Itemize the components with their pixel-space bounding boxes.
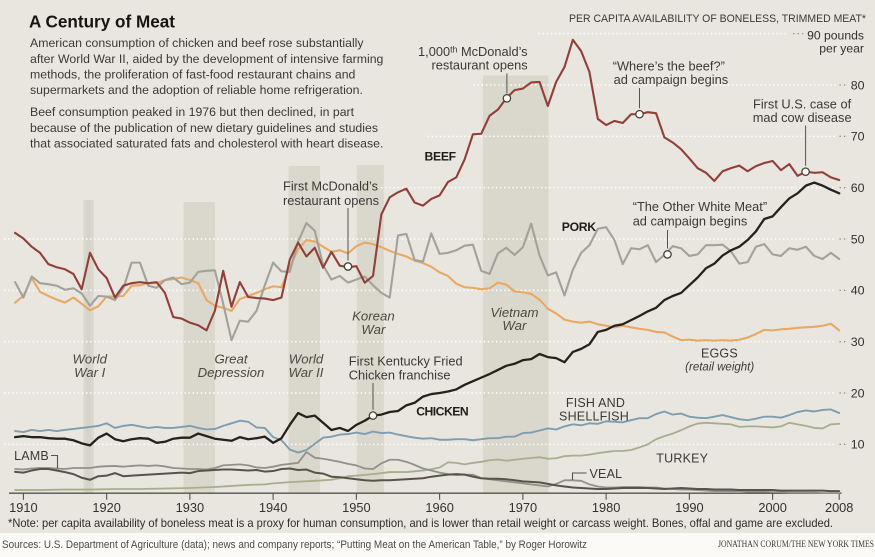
svg-text:methods, the proliferation of: methods, the proliferation of fast-food …	[30, 67, 356, 81]
svg-text:War: War	[361, 322, 386, 337]
svg-text:mad cow disease: mad cow disease	[753, 110, 852, 125]
svg-text:1920: 1920	[92, 500, 120, 515]
svg-text:SHELLFISH: SHELLFISH	[559, 409, 629, 423]
svg-text:1,000th McDonald’s: 1,000th McDonald’s	[418, 44, 528, 59]
svg-text:restaurant opens: restaurant opens	[432, 58, 528, 73]
svg-text:70: 70	[851, 130, 865, 144]
svg-text:“Where’s the beef?”: “Where’s the beef?”	[613, 58, 725, 73]
svg-text:50: 50	[851, 232, 865, 246]
svg-text:10: 10	[851, 438, 865, 452]
svg-text:because of the publication of: because of the publication of new dietar…	[30, 121, 378, 135]
svg-text:ad campaign begins: ad campaign begins	[614, 72, 729, 87]
svg-text:1970: 1970	[509, 500, 537, 515]
svg-text:*Note: per capita availability: *Note: per capita availability of bonele…	[8, 517, 833, 530]
svg-text:40: 40	[851, 284, 865, 298]
svg-text:restaurant opens: restaurant opens	[283, 193, 379, 208]
svg-text:A Century of Meat: A Century of Meat	[29, 12, 175, 32]
svg-text:PORK: PORK	[562, 220, 597, 234]
svg-text:60: 60	[851, 181, 865, 195]
svg-text:1990: 1990	[675, 500, 703, 515]
svg-text:JONATHAN CORUM/THE NEW YORK TI: JONATHAN CORUM/THE NEW YORK TIMES	[718, 539, 874, 549]
svg-text:Vietnam: Vietnam	[490, 305, 538, 320]
svg-text:Great: Great	[215, 351, 249, 366]
svg-text:First U.S. case of: First U.S. case of	[753, 97, 852, 112]
svg-text:Beef consumption peaked in 197: Beef consumption peaked in 1976 but then…	[30, 105, 355, 119]
svg-text:1910: 1910	[9, 500, 37, 515]
svg-text:World: World	[72, 351, 107, 366]
svg-text:1940: 1940	[259, 500, 287, 515]
svg-text:War: War	[502, 318, 527, 333]
svg-text:ad campaign begins: ad campaign begins	[633, 214, 748, 229]
svg-text:20: 20	[851, 386, 865, 400]
svg-text:1980: 1980	[592, 500, 620, 515]
svg-text:2008: 2008	[825, 500, 853, 515]
svg-text:that associated saturated fats: that associated saturated fats and chole…	[30, 137, 383, 151]
svg-text:30: 30	[851, 335, 865, 349]
svg-text:First Kentucky Fried: First Kentucky Fried	[349, 353, 463, 368]
svg-text:BEEF: BEEF	[425, 150, 456, 164]
svg-text:LAMB: LAMB	[14, 449, 49, 463]
svg-text:Sources: U.S. Department of Ag: Sources: U.S. Department of Agriculture …	[2, 539, 587, 551]
svg-text:War I: War I	[74, 365, 106, 380]
svg-text:American consumption of chicke: American consumption of chicken and beef…	[30, 36, 364, 50]
svg-text:Chicken franchise: Chicken franchise	[349, 368, 451, 383]
svg-text:CHICKEN: CHICKEN	[416, 405, 468, 419]
svg-text:“The Other White Meat”: “The Other White Meat”	[633, 199, 767, 214]
svg-text:supermarkets and the adoption: supermarkets and the adoption of reliabl…	[30, 83, 363, 97]
svg-text:War II: War II	[289, 365, 324, 380]
svg-text:Depression: Depression	[198, 365, 265, 380]
svg-text:per year: per year	[819, 42, 864, 56]
svg-text:VEAL: VEAL	[590, 467, 623, 481]
svg-text:TURKEY: TURKEY	[656, 451, 708, 465]
svg-text:1960: 1960	[425, 500, 453, 515]
svg-text:Korean: Korean	[352, 309, 395, 324]
svg-text:PER CAPITA AVAILABILITY OF BON: PER CAPITA AVAILABILITY OF BONELESS, TRI…	[569, 13, 867, 25]
svg-text:2000: 2000	[758, 500, 786, 515]
svg-text:World: World	[289, 351, 324, 366]
svg-text:80: 80	[851, 78, 865, 92]
svg-text:FISH AND: FISH AND	[566, 396, 625, 410]
svg-text:after World War II, aided by t: after World War II, aided by the develop…	[30, 52, 384, 66]
svg-text:(retail weight): (retail weight)	[685, 362, 754, 374]
svg-text:First McDonald’s: First McDonald’s	[283, 179, 378, 194]
svg-text:1930: 1930	[176, 500, 204, 515]
svg-text:EGGS: EGGS	[701, 347, 738, 361]
svg-text:1950: 1950	[342, 500, 370, 515]
svg-text:90 pounds: 90 pounds	[807, 28, 864, 42]
